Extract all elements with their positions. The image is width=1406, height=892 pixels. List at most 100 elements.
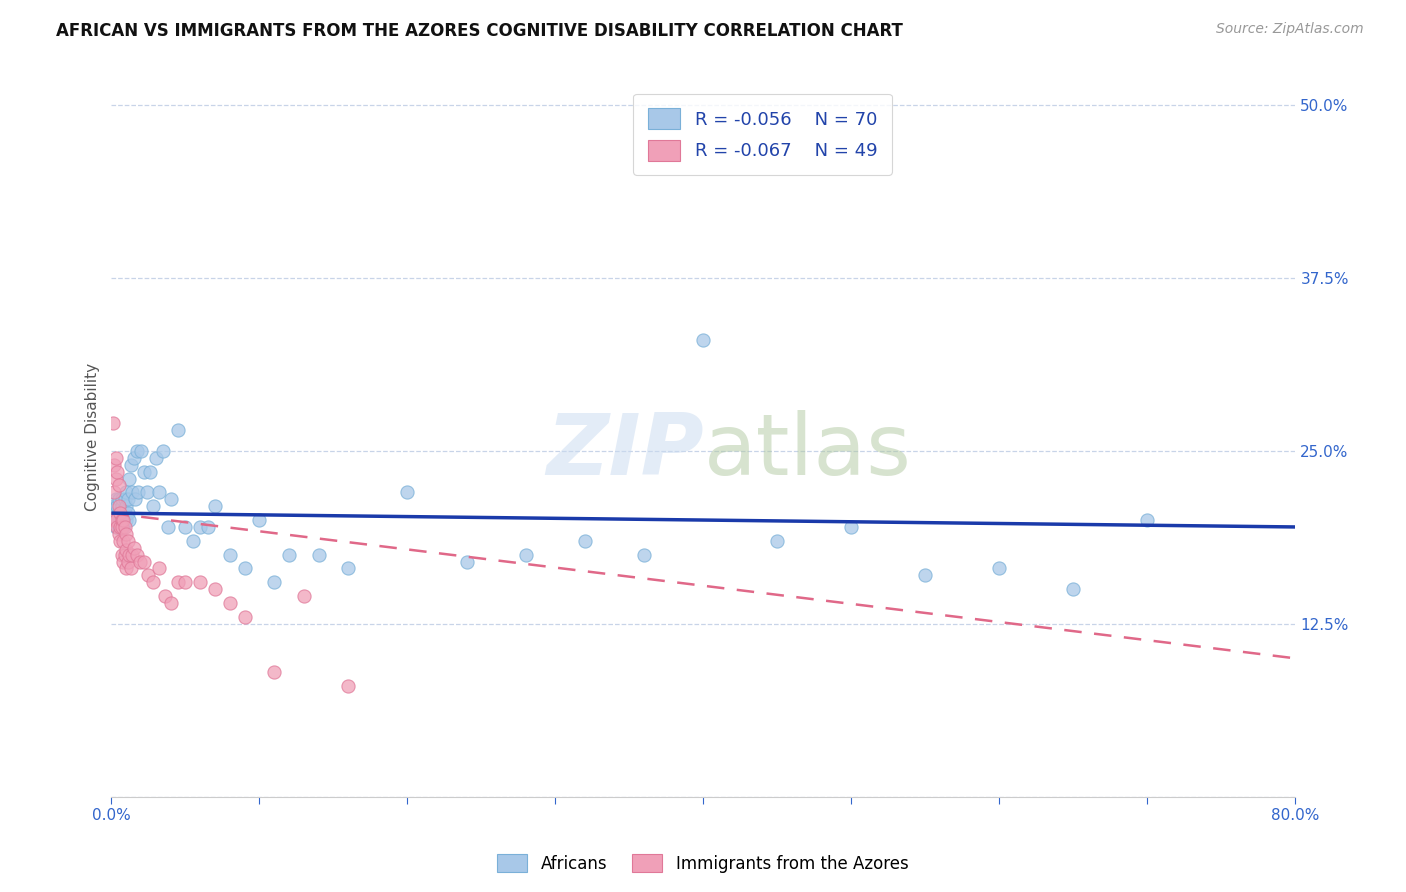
Point [115, 500, 138, 514]
Point [114, 506, 136, 520]
Point [103, 513, 125, 527]
Point [1136, 513, 1159, 527]
Point [139, 465, 162, 479]
Point [308, 548, 330, 562]
Point [121, 485, 143, 500]
Text: Source: ZipAtlas.com: Source: ZipAtlas.com [1216, 22, 1364, 37]
Point [125, 548, 148, 562]
Text: atlas: atlas [703, 410, 911, 493]
Point [104, 450, 127, 465]
Point [128, 555, 150, 569]
Point [111, 513, 134, 527]
Point [233, 561, 256, 575]
Point [159, 492, 181, 507]
Point [204, 582, 226, 597]
Point [103, 458, 125, 472]
Point [156, 520, 179, 534]
Point [104, 506, 127, 520]
Point [456, 555, 478, 569]
Point [108, 506, 131, 520]
Point [104, 520, 127, 534]
Legend: Africans, Immigrants from the Azores: Africans, Immigrants from the Azores [491, 847, 915, 880]
Point [263, 575, 285, 590]
Point [120, 458, 142, 472]
Point [188, 575, 211, 590]
Point [108, 520, 131, 534]
Point [117, 492, 139, 507]
Point [292, 589, 315, 603]
Point [104, 492, 127, 507]
Point [174, 575, 197, 590]
Point [101, 506, 124, 520]
Point [108, 492, 131, 507]
Y-axis label: Cognitive Disability: Cognitive Disability [86, 363, 100, 511]
Point [120, 561, 142, 575]
Point [118, 471, 141, 485]
Point [117, 555, 139, 569]
Point [218, 596, 240, 610]
Text: ZIP: ZIP [546, 410, 703, 493]
Point [115, 561, 138, 575]
Point [111, 513, 134, 527]
Point [574, 533, 596, 548]
Point [115, 543, 138, 558]
Point [112, 555, 135, 569]
Point [112, 533, 135, 548]
Point [278, 548, 301, 562]
Point [104, 471, 127, 485]
Point [110, 533, 132, 548]
Point [124, 492, 146, 507]
Point [111, 500, 134, 514]
Point [110, 506, 132, 520]
Point [148, 561, 170, 575]
Point [204, 500, 226, 514]
Point [145, 450, 167, 465]
Point [108, 500, 131, 514]
Point [148, 485, 170, 500]
Point [515, 548, 537, 562]
Point [110, 513, 132, 527]
Point [114, 520, 136, 534]
Point [121, 548, 143, 562]
Point [1062, 582, 1084, 597]
Point [181, 533, 204, 548]
Point [118, 548, 141, 562]
Point [337, 679, 360, 693]
Point [633, 548, 655, 562]
Point [104, 513, 127, 527]
Point [152, 443, 174, 458]
Point [110, 506, 132, 520]
Point [105, 465, 128, 479]
Point [112, 513, 135, 527]
Point [117, 506, 139, 520]
Point [105, 513, 128, 527]
Point [197, 520, 219, 534]
Point [142, 500, 165, 514]
Point [125, 443, 148, 458]
Point [159, 596, 181, 610]
Point [108, 478, 131, 492]
Point [138, 568, 160, 582]
Point [188, 520, 211, 534]
Point [110, 520, 132, 534]
Point [111, 520, 134, 534]
Point [112, 513, 135, 527]
Point [337, 561, 360, 575]
Point [103, 500, 125, 514]
Point [142, 575, 165, 590]
Point [233, 610, 256, 624]
Point [108, 527, 131, 541]
Point [118, 513, 141, 527]
Point [115, 513, 138, 527]
Point [101, 416, 124, 430]
Point [111, 492, 134, 507]
Point [115, 527, 138, 541]
Point [914, 568, 936, 582]
Point [103, 485, 125, 500]
Point [114, 492, 136, 507]
Point [127, 485, 149, 500]
Point [122, 541, 145, 555]
Point [692, 333, 714, 347]
Point [115, 485, 138, 500]
Legend: R = -0.056    N = 70, R = -0.067    N = 49: R = -0.056 N = 70, R = -0.067 N = 49 [634, 94, 891, 175]
